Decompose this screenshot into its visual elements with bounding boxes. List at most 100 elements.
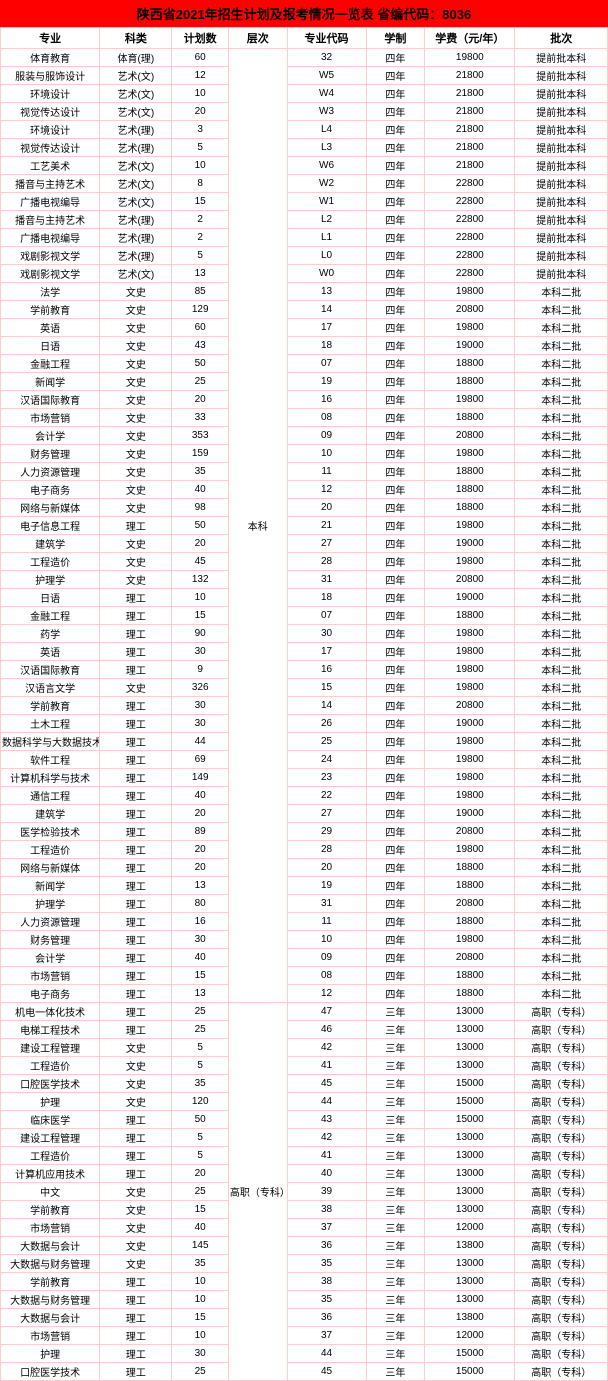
table-row: 会计学文史35309四年20800本科二批 — [1, 427, 608, 445]
cell-major: 市场营销 — [1, 1327, 100, 1345]
table-row: 护理文史12044三年15000高职（专科） — [1, 1093, 608, 1111]
cell-plan: 35 — [172, 1075, 228, 1093]
cell-batch: 高职（专科） — [515, 1363, 608, 1381]
cell-category: 理工 — [100, 1363, 172, 1381]
table-row: 市场营销文史4037三年12000高职（专科） — [1, 1219, 608, 1237]
cell-code: 09 — [287, 949, 366, 967]
cell-duration: 四年 — [366, 913, 425, 931]
cell-major: 市场营销 — [1, 409, 100, 427]
col-category: 科类 — [100, 28, 172, 49]
cell-plan: 145 — [172, 1237, 228, 1255]
cell-major: 大数据与会计 — [1, 1309, 100, 1327]
cell-plan: 25 — [172, 1183, 228, 1201]
table-row: 英语文史6017四年19800本科二批 — [1, 319, 608, 337]
cell-major: 软件工程 — [1, 751, 100, 769]
table-row: 会计学理工4009四年20800本科二批 — [1, 949, 608, 967]
cell-fee: 12000 — [425, 1219, 515, 1237]
cell-duration: 三年 — [366, 1201, 425, 1219]
cell-level: 高职（专科） — [228, 1003, 287, 1381]
table-row: 市场营销理工1508四年18800本科二批 — [1, 967, 608, 985]
cell-plan: 10 — [172, 589, 228, 607]
cell-major: 环境设计 — [1, 121, 100, 139]
cell-code: L4 — [287, 121, 366, 139]
cell-plan: 50 — [172, 1111, 228, 1129]
cell-plan: 89 — [172, 823, 228, 841]
cell-category: 理工 — [100, 1147, 172, 1165]
cell-duration: 四年 — [366, 553, 425, 571]
cell-plan: 43 — [172, 337, 228, 355]
cell-major: 会计学 — [1, 427, 100, 445]
cell-batch: 本科二批 — [515, 769, 608, 787]
table-row: 机电一体化技术理工25高职（专科）47三年13000高职（专科） — [1, 1003, 608, 1021]
cell-category: 文史 — [100, 337, 172, 355]
cell-category: 理工 — [100, 787, 172, 805]
cell-code: 28 — [287, 553, 366, 571]
cell-major: 金融工程 — [1, 607, 100, 625]
cell-category: 理工 — [100, 607, 172, 625]
table-row: 工程造价文史541三年13000高职（专科） — [1, 1057, 608, 1075]
cell-major: 新闻学 — [1, 877, 100, 895]
cell-duration: 四年 — [366, 535, 425, 553]
cell-category: 理工 — [100, 985, 172, 1003]
cell-plan: 25 — [172, 1003, 228, 1021]
table-row: 人力资源管理理工1611四年18800本科二批 — [1, 913, 608, 931]
cell-duration: 三年 — [366, 1255, 425, 1273]
cell-batch: 高职（专科） — [515, 1111, 608, 1129]
cell-category: 文史 — [100, 463, 172, 481]
cell-duration: 四年 — [366, 103, 425, 121]
cell-code: 35 — [287, 1255, 366, 1273]
cell-plan: 60 — [172, 49, 228, 67]
cell-duration: 四年 — [366, 355, 425, 373]
cell-duration: 四年 — [366, 49, 425, 67]
cell-batch: 本科二批 — [515, 751, 608, 769]
cell-duration: 四年 — [366, 517, 425, 535]
cell-plan: 15 — [172, 607, 228, 625]
table-row: 汉语国际教育文史2016四年19800本科二批 — [1, 391, 608, 409]
cell-duration: 四年 — [366, 229, 425, 247]
cell-batch: 提前批本科 — [515, 85, 608, 103]
cell-duration: 三年 — [366, 1291, 425, 1309]
cell-category: 理工 — [100, 751, 172, 769]
table-row: 建筑学理工2027四年19000本科二批 — [1, 805, 608, 823]
cell-batch: 本科二批 — [515, 985, 608, 1003]
cell-duration: 四年 — [366, 859, 425, 877]
table-row: 网络与新媒体理工2020四年18800本科二批 — [1, 859, 608, 877]
cell-major: 服装与服饰设计 — [1, 67, 100, 85]
cell-batch: 高职（专科） — [515, 1219, 608, 1237]
cell-category: 理工 — [100, 913, 172, 931]
cell-category: 艺术(文) — [100, 157, 172, 175]
cell-major: 法学 — [1, 283, 100, 301]
cell-batch: 高职（专科） — [515, 1165, 608, 1183]
col-level: 层次 — [228, 28, 287, 49]
cell-major: 学前教育 — [1, 301, 100, 319]
cell-fee: 15000 — [425, 1345, 515, 1363]
table-row: 服装与服饰设计艺术(文)12W5四年21800提前批本科 — [1, 67, 608, 85]
cell-category: 理工 — [100, 715, 172, 733]
cell-duration: 三年 — [366, 1129, 425, 1147]
cell-plan: 40 — [172, 787, 228, 805]
cell-plan: 35 — [172, 463, 228, 481]
cell-code: 45 — [287, 1075, 366, 1093]
cell-category: 理工 — [100, 1129, 172, 1147]
cell-fee: 13000 — [425, 1165, 515, 1183]
cell-category: 艺术(理) — [100, 247, 172, 265]
cell-fee: 18800 — [425, 409, 515, 427]
cell-category: 理工 — [100, 1165, 172, 1183]
cell-plan: 44 — [172, 733, 228, 751]
cell-plan: 353 — [172, 427, 228, 445]
cell-code: 31 — [287, 895, 366, 913]
cell-duration: 四年 — [366, 409, 425, 427]
cell-code: 19 — [287, 877, 366, 895]
cell-plan: 326 — [172, 679, 228, 697]
table-row: 日语理工1018四年19000本科二批 — [1, 589, 608, 607]
table-row: 网络与新媒体文史9820四年18800本科二批 — [1, 499, 608, 517]
cell-code: 43 — [287, 1111, 366, 1129]
cell-plan: 80 — [172, 895, 228, 913]
cell-plan: 25 — [172, 1363, 228, 1381]
cell-category: 艺术(文) — [100, 193, 172, 211]
cell-plan: 132 — [172, 571, 228, 589]
cell-code: 37 — [287, 1219, 366, 1237]
cell-code: L3 — [287, 139, 366, 157]
cell-fee: 19800 — [425, 751, 515, 769]
cell-fee: 18800 — [425, 499, 515, 517]
